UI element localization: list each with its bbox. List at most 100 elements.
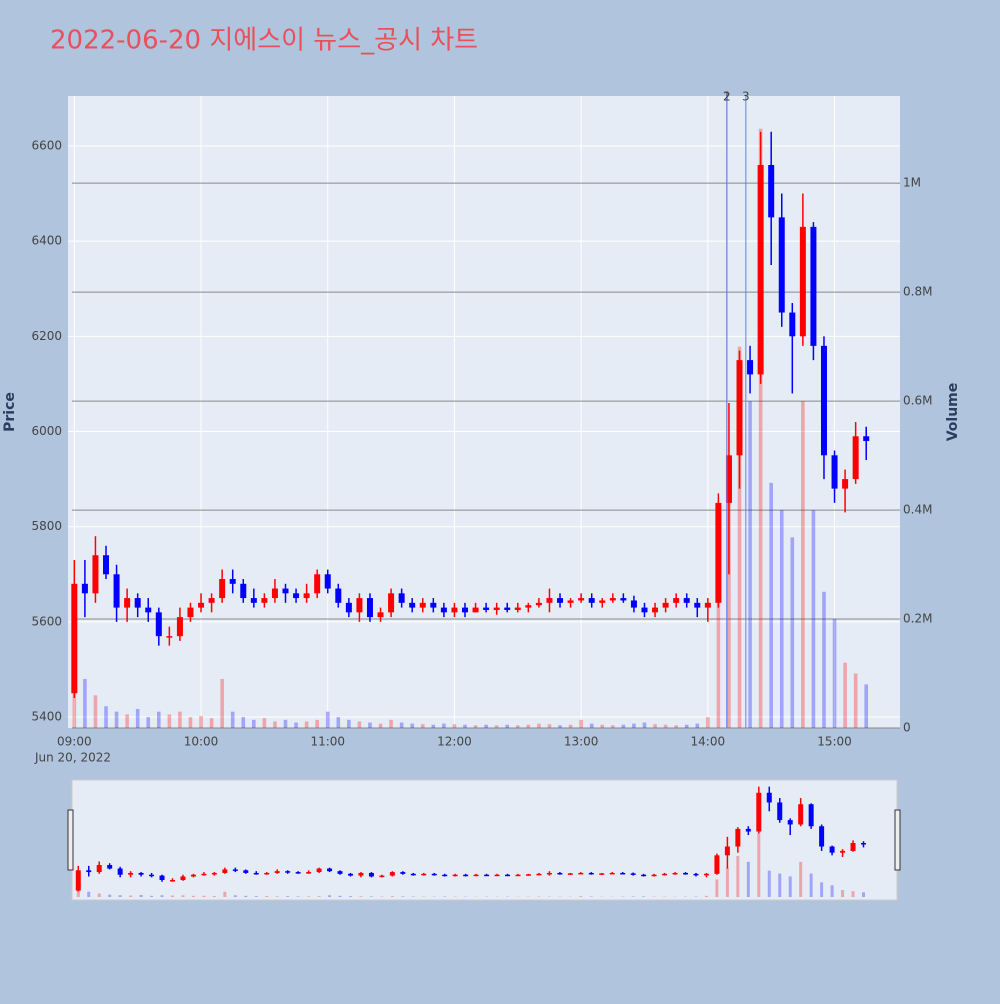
candle-body — [840, 851, 845, 853]
candle-body — [139, 873, 144, 875]
candle-body — [526, 874, 531, 876]
candle-body — [71, 584, 77, 693]
volume-bar — [622, 725, 626, 728]
volume-bar — [339, 896, 342, 897]
volume-bar — [799, 862, 802, 897]
candle-body — [536, 874, 541, 876]
candle-body — [283, 589, 289, 594]
range-handle-left[interactable] — [68, 810, 73, 870]
candle-body — [442, 875, 447, 877]
volume-bar — [168, 714, 172, 728]
candle-body — [694, 603, 700, 608]
volume-bar — [136, 709, 140, 728]
candle-body — [756, 793, 761, 832]
volume-bar — [810, 874, 813, 897]
candle-body — [652, 875, 657, 877]
candle-body — [453, 875, 458, 877]
y2-tick-label: 0.8M — [903, 285, 932, 299]
candle-body — [789, 313, 795, 337]
candle-body — [494, 608, 500, 610]
candle-body — [557, 873, 562, 875]
y2-tick-label: 0.6M — [903, 394, 932, 408]
volume-bar — [255, 896, 258, 897]
y2-tick-label: 1M — [903, 176, 921, 190]
candle-body — [715, 503, 721, 603]
candle-body — [483, 608, 489, 610]
volume-bar — [87, 892, 90, 897]
candle-body — [149, 875, 154, 877]
candle-body — [317, 869, 322, 873]
candle-body — [92, 555, 98, 593]
volume-bar — [769, 483, 773, 728]
volume-bar — [171, 896, 174, 897]
candle-body — [399, 593, 405, 603]
candle-body — [768, 165, 774, 217]
volume-bar — [83, 679, 87, 728]
candle-body — [641, 608, 647, 613]
candle-body — [358, 873, 363, 876]
plot-area — [68, 96, 900, 728]
volume-bar — [178, 712, 182, 728]
candle-body — [746, 829, 751, 832]
range-handle-right[interactable] — [895, 810, 900, 870]
volume-bar — [653, 724, 657, 728]
volume-bar — [307, 896, 310, 897]
candle-body — [798, 804, 803, 824]
x-tick-label: 15:00 — [817, 735, 852, 749]
volume-bar — [600, 725, 604, 728]
candle-body — [314, 574, 320, 593]
volume-bar — [265, 896, 268, 897]
candle-body — [788, 820, 793, 824]
candle-body — [177, 617, 183, 636]
candle-body — [390, 872, 395, 876]
volume-bar — [315, 720, 319, 728]
volume-bar — [326, 712, 330, 728]
volume-bar — [241, 717, 245, 728]
candle-body — [272, 589, 278, 599]
volume-bar — [432, 725, 436, 728]
volume-bar — [231, 712, 235, 728]
candle-body — [568, 600, 574, 602]
volume-bar — [801, 401, 805, 728]
candle-body — [187, 608, 193, 618]
annotation-label: 3 — [742, 90, 750, 104]
volume-bar — [297, 896, 300, 897]
volume-bar — [318, 896, 321, 897]
y-tick-label: 5400 — [31, 710, 62, 724]
candle-body — [346, 603, 352, 613]
candle-body — [735, 829, 740, 847]
candle-body — [599, 600, 605, 602]
volume-bar — [569, 725, 573, 728]
candle-body — [275, 871, 280, 873]
volume-bar — [119, 895, 122, 897]
candle-body — [589, 598, 595, 603]
candle-body — [809, 804, 814, 826]
volume-bar — [146, 717, 150, 728]
candle-body — [201, 874, 206, 876]
volume-bar — [705, 896, 708, 897]
range-slider[interactable] — [72, 780, 897, 900]
candle-body — [631, 873, 636, 875]
volume-bar — [192, 896, 195, 897]
candle-body — [441, 608, 447, 613]
candle-body — [714, 855, 719, 874]
volume-bar — [453, 724, 457, 728]
volume-bar — [358, 721, 362, 728]
volume-bar — [125, 714, 129, 728]
volume-bar — [244, 896, 247, 897]
candle-body — [842, 479, 848, 489]
candle-body — [118, 869, 123, 875]
volume-bar — [748, 401, 752, 728]
candle-body — [663, 603, 669, 608]
y-tick-label: 6600 — [31, 138, 62, 152]
volume-bar — [495, 725, 499, 728]
candle-body — [180, 876, 185, 880]
candle-body — [673, 873, 678, 875]
candle-body — [432, 874, 437, 876]
candle-body — [335, 589, 341, 603]
volume-bar — [359, 896, 362, 897]
candle-body — [451, 608, 457, 613]
candle-body — [124, 598, 130, 608]
y-tick-label: 5800 — [31, 519, 62, 533]
candle-body — [285, 871, 290, 873]
